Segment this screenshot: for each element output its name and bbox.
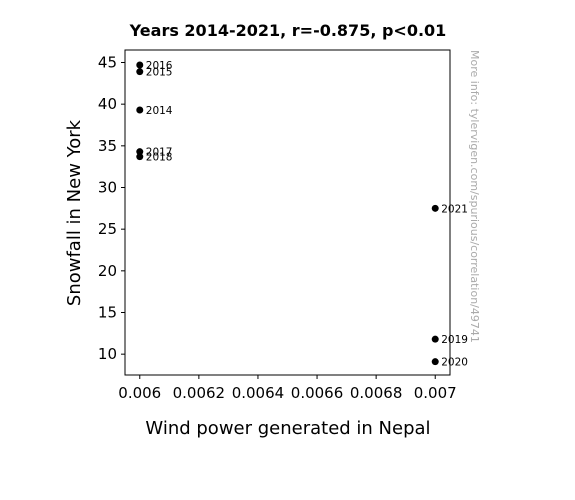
- y-axis-label: Snowfall in New York: [64, 119, 85, 306]
- x-tick-label: 0.0062: [173, 384, 226, 402]
- data-point-2021: [431, 204, 439, 212]
- plot-area: [124, 49, 451, 376]
- y-axis: 10 15 20 25 30 35 40 45: [98, 54, 125, 363]
- data-point-2015: [136, 68, 144, 76]
- y-tick-label: 10: [98, 345, 117, 363]
- point-label-2021: 2021: [441, 203, 468, 215]
- data-point-2017: [136, 148, 144, 156]
- x-tick-label: 0.006: [118, 384, 161, 402]
- y-tick-label: 45: [98, 54, 117, 72]
- x-tick-label: 0.007: [414, 384, 457, 402]
- y-tick-label: 40: [98, 95, 117, 113]
- data-point-2016: [136, 61, 144, 69]
- data-point-2020: [431, 358, 439, 366]
- data-point-2014: [136, 106, 144, 114]
- x-tick-label: 0.0068: [350, 384, 403, 402]
- y-tick-label: 15: [98, 304, 117, 322]
- x-tick-label: 0.0064: [232, 384, 285, 402]
- data-point-2019: [431, 335, 439, 343]
- point-label-2015: 2015: [146, 67, 173, 79]
- point-label-2016: 2016: [146, 60, 173, 72]
- y-tick-label: 35: [98, 137, 117, 155]
- point-label-2019: 2019: [441, 334, 468, 346]
- y-tick-label: 25: [98, 220, 117, 238]
- point-label-2014: 2014: [146, 105, 173, 117]
- x-axis-label: Wind power generated in Nepal: [145, 418, 430, 439]
- point-label-2018: 2018: [146, 152, 173, 164]
- point-label-2020: 2020: [441, 357, 468, 369]
- source-note: More info: tylervigen.com/spurious/corre…: [468, 50, 481, 343]
- point-label-2017: 2017: [146, 147, 173, 159]
- data-point-2018: [136, 153, 144, 161]
- x-tick-label: 0.0066: [291, 384, 344, 402]
- y-tick-label: 30: [98, 179, 117, 197]
- x-axis: 0.006 0.0062 0.0064 0.0066 0.0068 0.007: [118, 375, 457, 402]
- y-tick-label: 20: [98, 262, 117, 280]
- chart-title: Years 2014-2021, r=-0.875, p<0.01: [129, 21, 447, 40]
